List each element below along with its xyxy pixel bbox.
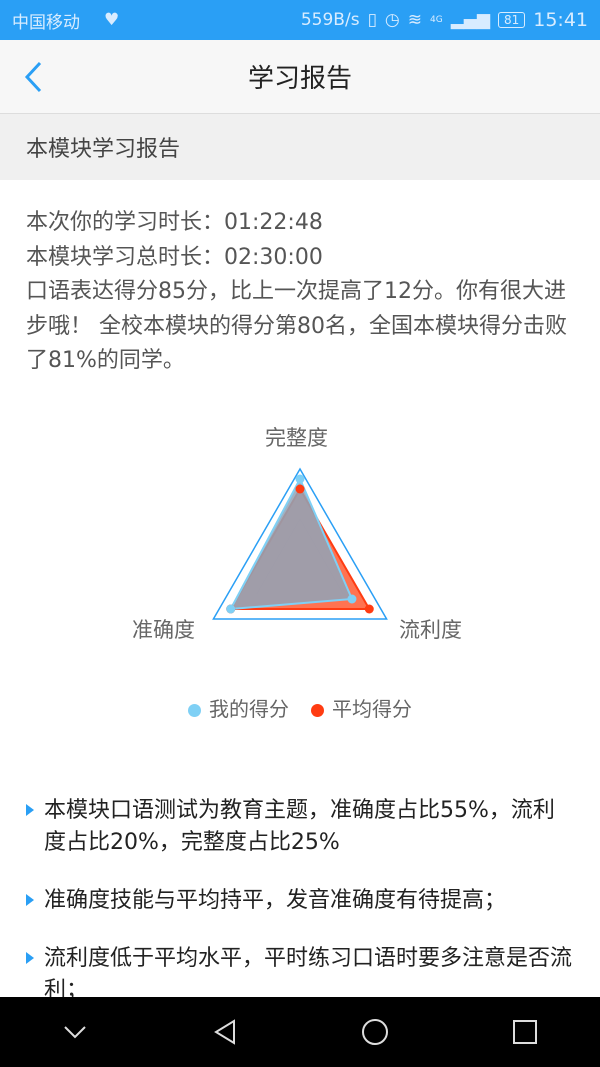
session-duration-label: 本次你的学习时长： xyxy=(26,210,225,235)
radar-point-average xyxy=(364,604,374,614)
legend-item-mine[interactable]: 我的得分 xyxy=(188,693,289,722)
radar-point-mine xyxy=(347,594,357,604)
battery: 81 xyxy=(497,12,526,28)
back-triangle-icon[interactable] xyxy=(205,1012,245,1052)
total-duration-label: 本模块学习总时长： xyxy=(26,244,225,270)
network-type: 4G xyxy=(430,15,443,25)
chevron-down-icon[interactable] xyxy=(55,1012,95,1052)
bullet-icon xyxy=(26,894,34,906)
heart-icon: ♥ xyxy=(104,10,120,30)
system-nav-bar xyxy=(0,997,600,1067)
total-duration: 02:30:00 xyxy=(224,244,323,270)
header: 学习报告 xyxy=(0,40,600,114)
summary-paragraph: 口语表达得分85分，比上一次提高了12分。你有很大进步哦！ 全校本模块的得分第8… xyxy=(26,279,567,373)
summary: 本次你的学习时长：01:22:48 本模块学习总时长：02:30:00 口语表达… xyxy=(0,180,600,379)
page-title: 学习报告 xyxy=(247,64,352,94)
alarm-icon: ◷ xyxy=(384,10,400,30)
recents-square-icon[interactable] xyxy=(505,1012,545,1052)
radar-grid xyxy=(212,467,388,620)
session-duration: 01:22:48 xyxy=(224,210,323,235)
chevron-left-icon[interactable] xyxy=(22,60,46,94)
note-item: 本模块口语测试为教育主题，准确度占比55%，流利度占比20%，完整度占比25% xyxy=(26,795,574,859)
status-bar: 中国移动 ♥ 559B/s ▯ ◷ ≋ 4G ▂▄▆ 81 15:41 xyxy=(0,0,600,40)
radar-area-mine xyxy=(228,476,354,611)
radar-point-mine xyxy=(295,474,305,484)
bullet-icon xyxy=(26,952,34,964)
notes-list: 本模块口语测试为教育主题，准确度占比55%，流利度占比20%，完整度占比25% … xyxy=(0,795,600,1033)
legend-dot-mine xyxy=(188,704,201,717)
net-speed: 559B/s xyxy=(300,10,360,30)
home-circle-icon[interactable] xyxy=(355,1012,395,1052)
legend-dot-average xyxy=(311,704,324,717)
legend: 我的得分 平均得分 xyxy=(0,693,600,722)
note-item: 准确度技能与平均持平，发音准确度有待提高； xyxy=(26,885,574,917)
vibrate-icon: ▯ xyxy=(367,10,377,30)
clock: 15:41 xyxy=(533,9,588,31)
radar-svg xyxy=(212,467,388,620)
legend-item-average[interactable]: 平均得分 xyxy=(311,693,412,722)
signal-icon: ▂▄▆ xyxy=(450,10,490,30)
carrier: 中国移动 xyxy=(12,12,80,33)
section-title: 本模块学习报告 xyxy=(0,114,600,180)
radar-point-mine xyxy=(226,604,236,614)
bullet-icon xyxy=(26,804,34,816)
axis-label-fluency: 流利度 xyxy=(399,618,462,642)
axis-label-completeness: 完整度 xyxy=(265,426,328,450)
radar-point-average xyxy=(295,484,305,494)
wifi-icon: ≋ xyxy=(407,10,423,30)
axis-label-accuracy: 准确度 xyxy=(132,618,195,642)
radar-chart: 完整度 流利度 准确度 我的得分 平均得分 xyxy=(0,410,600,722)
